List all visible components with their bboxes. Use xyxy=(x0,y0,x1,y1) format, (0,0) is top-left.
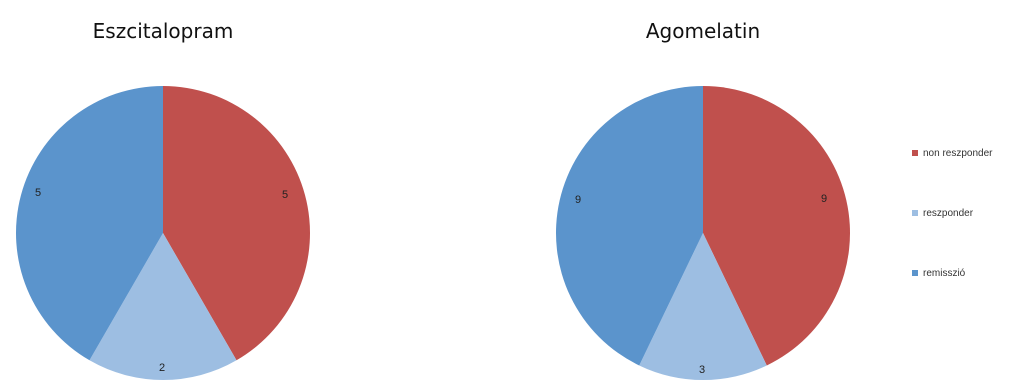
pie-value-labels: 5 2 5 xyxy=(35,187,288,374)
legend-swatch xyxy=(912,270,918,276)
slice-label-reszponder: 3 xyxy=(699,364,705,376)
legend-item: reszponder xyxy=(912,208,974,219)
slice-reszponder xyxy=(639,233,767,380)
chart-title: Eszcitalopram xyxy=(93,19,234,43)
slice-label-reszponder: 2 xyxy=(159,362,165,374)
slice-label-non-reszponder: 9 xyxy=(821,193,827,205)
slice-remisszio xyxy=(556,86,703,366)
legend-swatch xyxy=(912,150,918,156)
slice-remisszio xyxy=(16,86,164,361)
pie-slices xyxy=(16,86,310,380)
legend-item: remisszió xyxy=(912,268,966,279)
legend-label: remisszió xyxy=(923,268,966,279)
pie-slices xyxy=(556,86,850,380)
legend-label: non reszponder xyxy=(923,148,993,159)
slice-reszponder xyxy=(89,233,237,380)
legend-label: reszponder xyxy=(923,208,974,219)
slice-label-non-reszponder: 5 xyxy=(282,189,288,201)
slice-label-remisszio: 5 xyxy=(35,187,41,199)
chart-legend: non reszponder reszponder remisszió xyxy=(912,148,993,279)
pie-chart-agomelatin: Agomelatin 9 3 9 xyxy=(556,19,850,380)
slice-non-reszponder xyxy=(163,86,310,361)
chart-title: Agomelatin xyxy=(646,19,760,43)
slice-label-remisszio: 9 xyxy=(575,194,581,206)
legend-item: non reszponder xyxy=(912,148,993,159)
pie-value-labels: 9 3 9 xyxy=(575,193,827,376)
slice-non-reszponder xyxy=(703,86,850,366)
legend-swatch xyxy=(912,210,918,216)
pie-chart-eszcitalopram: Eszcitalopram 5 2 5 xyxy=(16,19,310,380)
